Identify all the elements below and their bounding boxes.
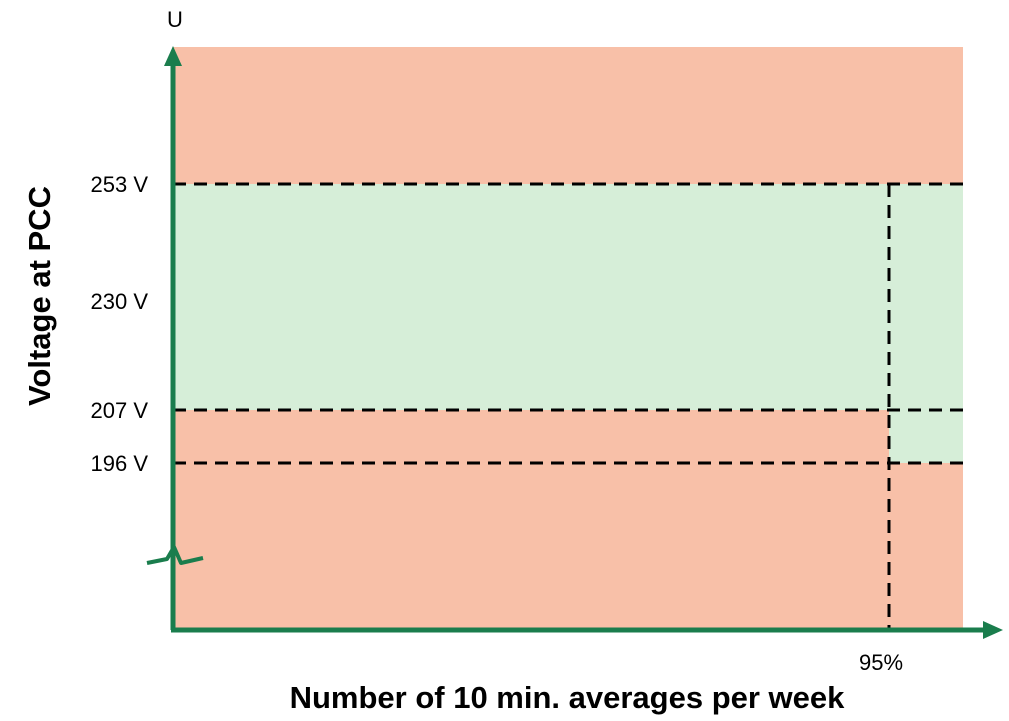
tolerated-dip-zone [889,410,963,463]
voltage-label-207v: 207 V [91,398,149,423]
voltage-label-230v: 230 V [91,289,149,314]
permitted-voltage-zone [173,184,963,410]
y-axis-break-marker [146,545,204,565]
voltage-label-196v: 196 V [91,451,149,476]
x-axis-arrowhead [983,621,1003,639]
y-axis-title: Voltage at PCC [22,186,57,406]
upper-out-of-limit-zone [173,47,963,184]
voltage-label-253v: 253 V [91,172,149,197]
y-axis-symbol: U [167,7,183,32]
lower-out-of-limit-zone [173,410,963,630]
y-axis-arrowhead [164,46,182,66]
x-axis-title: Number of 10 min. averages per week [290,680,846,715]
percent-label-95: 95% [859,650,903,675]
